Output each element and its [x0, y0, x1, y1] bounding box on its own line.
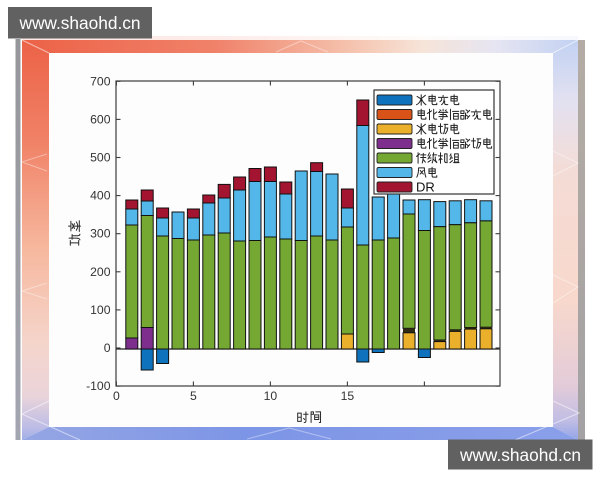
svg-text:www.shaohd.cn: www.shaohd.cn: [18, 13, 140, 33]
svg-text:www.shaohd.cn: www.shaohd.cn: [459, 445, 581, 465]
svg-text:-100: -100: [86, 379, 111, 393]
svg-text:10: 10: [264, 389, 278, 403]
svg-text:100: 100: [90, 303, 111, 317]
svg-text:0: 0: [104, 341, 111, 355]
svg-text:400: 400: [90, 189, 111, 203]
svg-text:500: 500: [90, 151, 111, 165]
svg-text:600: 600: [90, 112, 111, 126]
svg-text:300: 300: [90, 227, 111, 241]
svg-text:700: 700: [90, 74, 111, 88]
svg-text:200: 200: [90, 265, 111, 279]
svg-text:15: 15: [341, 389, 355, 403]
svg-text:5: 5: [190, 389, 197, 403]
svg-text:DR: DR: [416, 180, 435, 195]
svg-text:0: 0: [113, 389, 120, 403]
